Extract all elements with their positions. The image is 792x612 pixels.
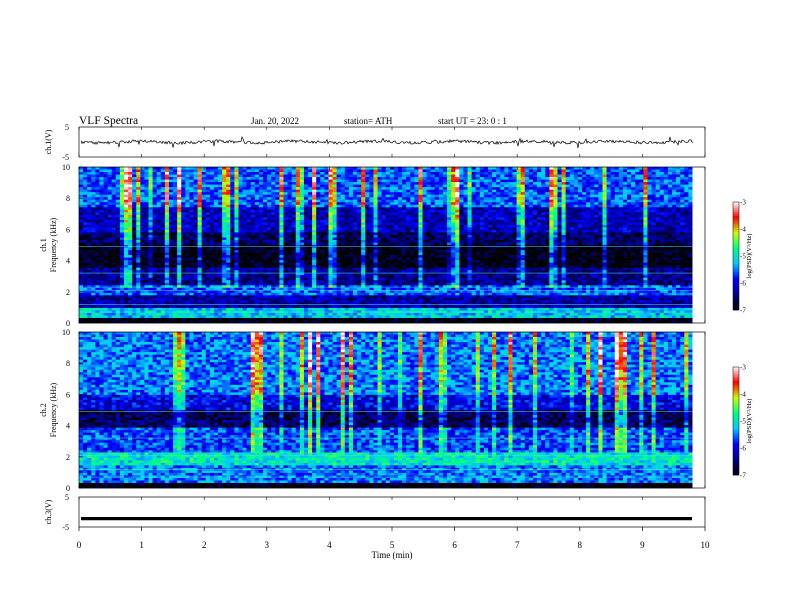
ch2-colorbar-gradient xyxy=(732,366,740,476)
time-tick-label: 2 xyxy=(202,540,207,550)
freq-tick-label: 4 xyxy=(66,257,70,266)
freq-tick-label: 2 xyxy=(66,288,70,297)
ch2-spectrogram-panel: 0 2 4 6 8 10 ch.2 Frequency (kHz) xyxy=(39,328,706,493)
ch1-frequency-label: Frequency (kHz) xyxy=(49,217,58,272)
ch1-colorbar-gradient xyxy=(732,201,740,311)
start-time-label: start UT = 23: 0 : 1 xyxy=(438,116,507,126)
colorbar-tick-label: -4 xyxy=(740,391,746,399)
station-label: station= ATH xyxy=(344,116,393,126)
ch1-waveform-trace xyxy=(80,136,694,149)
ch1-ytick-bottom: -5 xyxy=(62,153,69,162)
ch3-ytick-bottom: -5 xyxy=(62,523,69,532)
ch1-colorbar: -3 -4 -5 -6 -7 log(PSD)(V²/Hz) xyxy=(732,199,753,315)
colorbar-tick-label: -5 xyxy=(740,418,746,426)
colorbar-tick-label: -3 xyxy=(740,364,746,372)
freq-tick-label: 4 xyxy=(66,422,70,431)
ch2-frequency-label: Frequency (kHz) xyxy=(49,382,58,437)
figure-title: VLF Spectra xyxy=(79,115,138,127)
colorbar-tick-label: -5 xyxy=(740,253,746,261)
freq-tick-label: 10 xyxy=(62,163,70,172)
time-tick-label: 3 xyxy=(265,540,270,550)
ch1-yticks: 0 2 4 6 8 10 xyxy=(62,163,83,328)
ch3-waveform-frame xyxy=(78,496,706,528)
time-tick-label: 4 xyxy=(327,540,332,550)
freq-tick-label: 8 xyxy=(66,194,70,203)
ch1-channel-label: ch.1 xyxy=(39,238,48,252)
colorbar-tick-label: -6 xyxy=(740,445,746,453)
ch1-colorbar-ticks: -3 -4 -5 -6 -7 xyxy=(740,199,746,315)
ch1-waveform-ylabel: ch.1(V) xyxy=(44,129,53,154)
time-tick-label: 5 xyxy=(390,540,395,550)
ch3-ytick-top: 5 xyxy=(65,493,69,502)
time-tick-label: 9 xyxy=(640,540,645,550)
colorbar-tick-label: -6 xyxy=(740,280,746,288)
time-tick-label: 7 xyxy=(515,540,520,550)
time-tick-label: 1 xyxy=(139,540,144,550)
freq-tick-label: 8 xyxy=(66,359,70,368)
colorbar-tick-label: -3 xyxy=(740,199,746,207)
date-label: Jan. 20, 2022 xyxy=(251,116,299,126)
ch1-waveform-frame xyxy=(78,126,706,158)
freq-tick-label: 6 xyxy=(66,390,70,399)
time-axis: 0 1 2 3 4 5 6 7 8 9 10 xyxy=(77,127,710,550)
freq-tick-label: 6 xyxy=(66,225,70,234)
ch1-spectrogram-image xyxy=(79,167,705,324)
freq-tick-label: 10 xyxy=(62,328,70,337)
ch1-waveform-line xyxy=(80,136,694,149)
ch2-colorbar-ticks: -3 -4 -5 -6 -7 xyxy=(740,364,746,480)
time-tick-label: 6 xyxy=(452,540,457,550)
colorbar-tick-label: -7 xyxy=(740,307,746,315)
freq-tick-label: 0 xyxy=(66,484,70,493)
ch1-colorbar-label: log(PSD)(V²/Hz) xyxy=(746,234,753,279)
ch2-colorbar: -3 -4 -5 -6 -7 log(PSD)(V²/Hz) xyxy=(732,364,753,480)
colorbar-tick-label: -7 xyxy=(740,472,746,480)
ch2-yticks: 0 2 4 6 8 10 xyxy=(62,328,83,493)
ch2-channel-label: ch.2 xyxy=(39,403,48,417)
freq-tick-label: 2 xyxy=(66,453,70,462)
time-tick-label: 8 xyxy=(578,540,583,550)
time-tick-label: 0 xyxy=(77,540,82,550)
ch1-waveform-panel: 5 -5 ch.1(V) xyxy=(44,123,706,162)
ch2-spectrogram-image xyxy=(79,332,705,489)
freq-tick-label: 0 xyxy=(66,319,70,328)
ch1-spectrogram-panel: 0 2 4 6 8 10 ch.1 Frequency (kHz) xyxy=(39,163,706,328)
ch3-waveform-panel: 5 -5 ch.3(V) xyxy=(44,493,706,532)
time-axis-label: Time (min) xyxy=(372,550,413,560)
ch2-colorbar-label: log(PSD)(V²/Hz) xyxy=(746,399,753,444)
ch3-waveform-ylabel: ch.3(V) xyxy=(44,499,53,524)
time-tick-label: 10 xyxy=(701,540,711,550)
colorbar-tick-label: -4 xyxy=(740,226,746,234)
ch1-ytick-top: 5 xyxy=(65,123,69,132)
